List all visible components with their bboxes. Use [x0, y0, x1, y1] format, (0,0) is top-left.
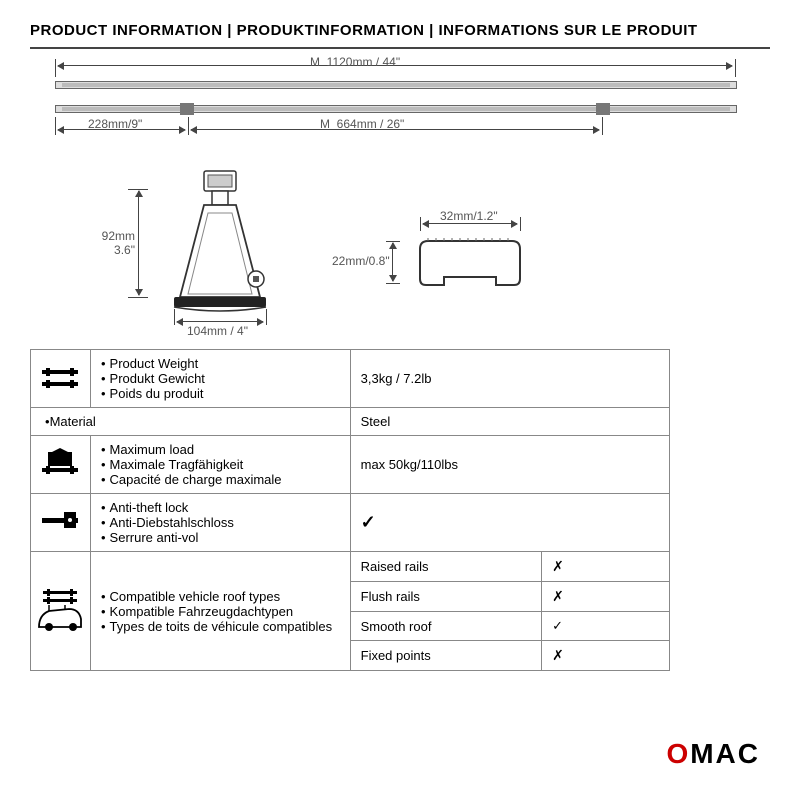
weight-value: 3,3kg / 7.2lb — [350, 350, 669, 408]
dim-xsec-height — [392, 243, 393, 281]
maxload-value: max 50kg/110lbs — [350, 436, 669, 494]
page-title: PRODUCT INFORMATION | PRODUKTINFORMATION… — [0, 0, 800, 47]
lock-icon — [31, 494, 91, 552]
maxload-labels: Maximum load Maximale Tragfähigkeit Capa… — [101, 442, 340, 487]
rail-bottom — [55, 105, 737, 113]
spec-table: Product Weight Produkt Gewicht Poids du … — [30, 349, 670, 671]
dim-foot-base — [177, 321, 263, 322]
maxload-icon — [31, 436, 91, 494]
antitheft-labels: Anti-theft lock Anti-Diebstahlschloss Se… — [101, 500, 340, 545]
weight-labels: Product Weight Produkt Gewicht Poids du … — [101, 356, 340, 401]
rooftype-val-1: ✗ — [542, 582, 669, 612]
row-antitheft: Anti-theft lock Anti-Diebstahlschloss Se… — [31, 494, 670, 552]
rail-top — [55, 81, 737, 89]
technical-diagram: M 1120mm / 44" 228mm/9" M 664mm / 26" — [30, 59, 770, 339]
row-weight: Product Weight Produkt Gewicht Poids du … — [31, 350, 670, 408]
antitheft-value: ✓ — [350, 494, 669, 552]
weight-icon — [31, 350, 91, 408]
row-rooftypes: Compatible vehicle roof types Kompatible… — [31, 552, 670, 671]
dim-foot-height — [138, 191, 139, 295]
rooftype-name-2: Smooth roof — [351, 612, 542, 641]
car-icon — [31, 552, 91, 671]
rail-cross-section — [400, 219, 550, 319]
rooftype-name-3: Fixed points — [351, 641, 542, 671]
brand-logo: OMAC — [666, 738, 760, 770]
rooftype-name-0: Raised rails — [351, 552, 542, 582]
row-material: •Material Steel — [31, 408, 670, 436]
rooftypes-labels: Compatible vehicle roof types Kompatible… — [101, 589, 340, 634]
rooftype-val-2: ✓ — [542, 612, 669, 641]
material-value: Steel — [350, 408, 669, 436]
header-rule — [30, 47, 770, 49]
rooftype-val-3: ✗ — [542, 641, 669, 671]
dim-xsec-width — [423, 223, 517, 224]
rooftype-name-1: Flush rails — [351, 582, 542, 612]
foot-side-view — [150, 169, 290, 319]
row-maxload: Maximum load Maximale Tragfähigkeit Capa… — [31, 436, 670, 494]
material-label: Material — [50, 414, 96, 429]
rooftype-val-0: ✗ — [542, 552, 669, 582]
